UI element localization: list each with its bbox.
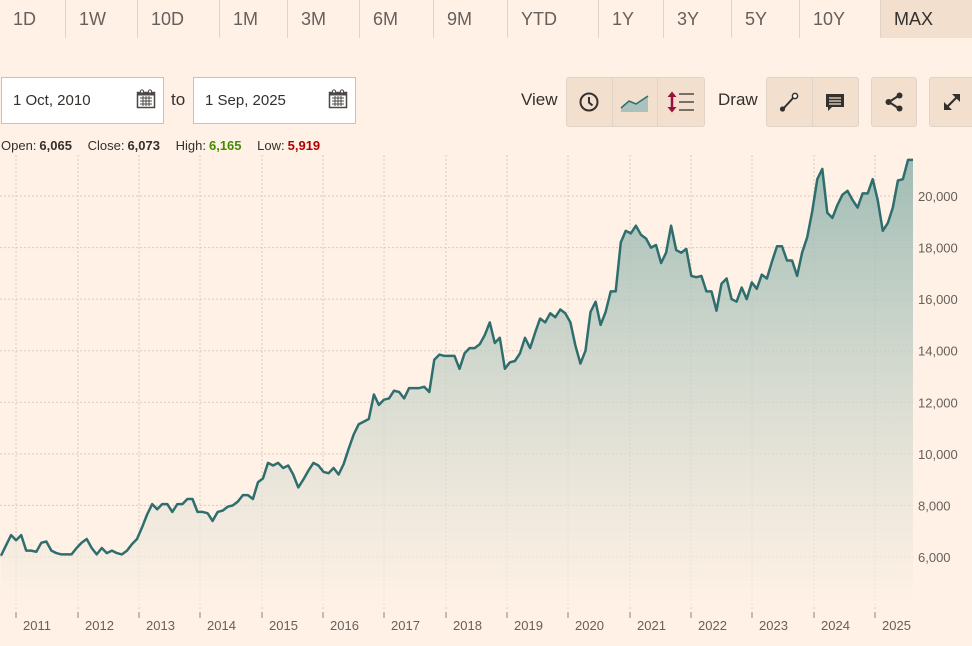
calendar-icon[interactable] [136, 89, 156, 109]
share-icon [885, 92, 903, 112]
from-date-value: 1 Oct, 2010 [13, 92, 91, 109]
open-label: Open: [1, 138, 37, 153]
annotation-icon [826, 94, 845, 111]
to-date-value: 1 Sep, 2025 [205, 92, 286, 109]
tab-1w[interactable]: 1W [66, 0, 138, 38]
ohlc-summary: Open: 6,065 Close: 6,073 High: 6,165 Low: 5,… [1, 138, 332, 153]
high-label: High: [175, 138, 206, 153]
x-axis: 2011 2012 2013 2014 2015 2016 2017 2018 2019 2020… [15, 612, 911, 633]
tab-6m[interactable]: 6M [360, 0, 434, 38]
expand-icon [944, 94, 960, 110]
x-tick-label: 2015 [269, 618, 298, 633]
view-label: View [521, 90, 558, 109]
tab-1d[interactable]: 1D [0, 0, 66, 38]
x-tick-label: 2017 [391, 618, 420, 633]
tab-1y[interactable]: 1Y [599, 0, 664, 38]
x-tick-label: 2011 [23, 618, 51, 633]
y-tick-label: 16,000 [918, 292, 958, 307]
share-button[interactable] [872, 78, 916, 126]
x-tick-label: 2021 [637, 618, 666, 633]
low-value: 5,919 [287, 138, 321, 153]
draw-label: Draw [718, 90, 758, 109]
x-tick-label: 2019 [514, 618, 543, 633]
fullscreen-button-group [929, 77, 972, 127]
line-chart-icon [620, 95, 649, 112]
x-tick-label: 2020 [575, 618, 604, 633]
x-tick-label: 2024 [821, 618, 850, 633]
tab-10y[interactable]: 10Y [800, 0, 881, 38]
to-date-input[interactable]: 1 Sep, 2025 [193, 77, 356, 124]
tab-max[interactable]: MAX [881, 0, 972, 38]
annotation-button[interactable] [813, 78, 859, 126]
from-date-input[interactable]: 1 Oct, 2010 [1, 77, 164, 124]
fullscreen-button[interactable] [930, 78, 972, 126]
time-view-button[interactable] [567, 78, 613, 126]
tab-1m[interactable]: 1M [220, 0, 288, 38]
y-tick-label: 8,000 [918, 498, 951, 513]
close-label: Close: [87, 138, 125, 153]
y-tick-label: 18,000 [918, 241, 958, 256]
chart-style-button[interactable] [613, 78, 659, 126]
high-value: 6,165 [208, 138, 242, 153]
clock-icon [579, 92, 599, 112]
draw-line-button[interactable] [767, 78, 813, 126]
x-tick-label: 2018 [453, 618, 482, 633]
y-tick-label: 20,000 [918, 189, 958, 204]
range-tabs: 1D 1W 10D 1M 3M 6M 9M YTD 1Y 3Y 5Y 10Y MAX [0, 0, 972, 38]
calendar-icon[interactable] [328, 89, 348, 109]
price-area [1, 159, 913, 605]
draw-button-group [766, 77, 859, 127]
to-label: to [171, 90, 186, 109]
view-button-group [566, 77, 705, 127]
price-line [0, 158, 913, 557]
tab-3m[interactable]: 3M [288, 0, 360, 38]
y-axis-scale-icon [667, 91, 695, 113]
y-tick-label: 6,000 [918, 550, 951, 565]
open-value: 6,065 [39, 138, 72, 153]
y-tick-label: 14,000 [918, 344, 958, 359]
tab-9m[interactable]: 9M [434, 0, 508, 38]
x-tick-label: 2022 [698, 618, 727, 633]
close-value: 6,073 [127, 138, 160, 153]
x-tick-label: 2025 [882, 618, 911, 633]
x-tick-label: 2023 [759, 618, 788, 633]
line-draw-icon [780, 92, 799, 112]
x-tick-label: 2016 [330, 618, 359, 633]
tab-10d[interactable]: 10D [138, 0, 220, 38]
tab-5y[interactable]: 5Y [732, 0, 800, 38]
low-label: Low: [257, 138, 285, 153]
y-tick-label: 10,000 [918, 447, 958, 462]
tab-3y[interactable]: 3Y [664, 0, 732, 38]
y-axis: 6,000 8,000 10,000 12,000 14,000 16,000 18,000… [918, 189, 958, 565]
x-tick-label: 2013 [146, 618, 175, 633]
tab-ytd[interactable]: YTD [508, 0, 599, 38]
x-tick-label: 2012 [85, 618, 114, 633]
share-button-group [871, 77, 917, 127]
y-tick-label: 12,000 [918, 395, 958, 410]
y-axis-scale-button[interactable] [658, 78, 704, 126]
x-tick-label: 2014 [207, 618, 236, 633]
